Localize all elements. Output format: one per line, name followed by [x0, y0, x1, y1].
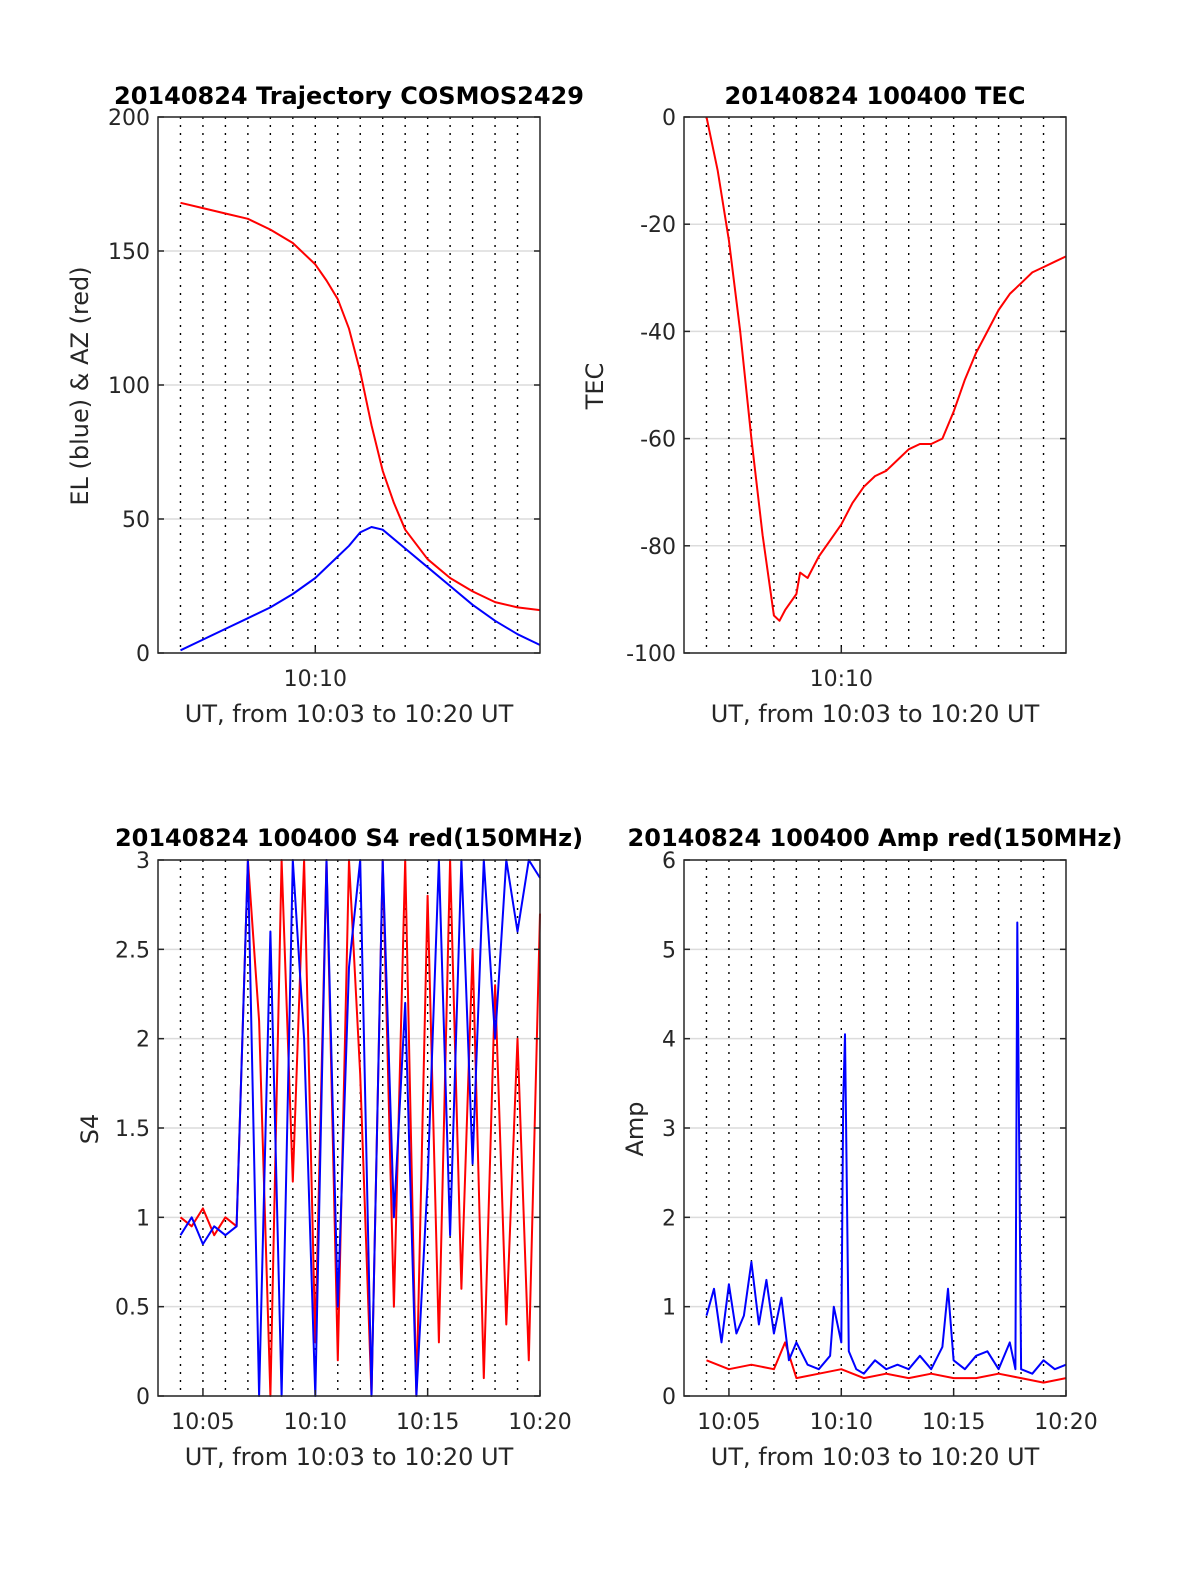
- amp-xtick-label: 10:10: [810, 1410, 873, 1435]
- s4-ytick-label: 0.5: [115, 1296, 150, 1321]
- tec-series-0-line: [705, 116, 1067, 622]
- amp-panel: 20140824 100400 Amp red(150MHz) Amp UT, …: [621, 824, 1122, 1471]
- tec-ytick-label: -100: [626, 642, 676, 667]
- s4-xtick-label: 10:10: [284, 1410, 347, 1435]
- s4-ytick-label: 1: [136, 1206, 150, 1231]
- amp-ylabel: Amp: [621, 1101, 649, 1156]
- amp-series-1-line: [705, 921, 1067, 1375]
- s4-xtick-label: 10:20: [508, 1410, 571, 1435]
- amp-xlabel: UT, from 10:03 to 10:20 UT: [711, 1443, 1040, 1471]
- trajectory-ylabel: EL (blue) & AZ (red): [66, 266, 94, 505]
- trajectory-ytick-label: 100: [108, 374, 150, 399]
- trajectory-ytick-label: 200: [108, 106, 150, 131]
- s4-ytick-label: 0: [136, 1385, 150, 1410]
- s4-xtick-label: 10:05: [171, 1410, 234, 1435]
- tec-axes-frame: [683, 116, 1067, 654]
- tec-ytick-label: -20: [640, 213, 676, 238]
- amp-ytick-label: 5: [662, 938, 676, 963]
- amp-xtick-label: 10:15: [922, 1410, 985, 1435]
- trajectory-xlabel: UT, from 10:03 to 10:20 UT: [185, 700, 514, 728]
- amp-ytick-label: 2: [662, 1206, 676, 1231]
- trajectory-panel: 20140824 Trajectory COSMOS2429 EL (blue)…: [66, 82, 584, 728]
- amp-title: 20140824 100400 Amp red(150MHz): [628, 824, 1123, 852]
- trajectory-title: 20140824 Trajectory COSMOS2429: [114, 82, 584, 110]
- trajectory-series-0-line: [180, 201, 541, 612]
- s4-ylabel: S4: [76, 1114, 104, 1145]
- amp-ytick-label: 1: [662, 1296, 676, 1321]
- s4-ytick-label: 3: [136, 849, 150, 874]
- trajectory-ytick-label: 0: [136, 642, 150, 667]
- s4-panel: 20140824 100400 S4 red(150MHz) S4 UT, fr…: [76, 824, 583, 1471]
- s4-xlabel: UT, from 10:03 to 10:20 UT: [185, 1443, 514, 1471]
- trajectory-ytick-label: 50: [122, 508, 150, 533]
- s4-ytick-label: 1.5: [115, 1117, 150, 1142]
- amp-xtick-label: 10:20: [1034, 1410, 1097, 1435]
- tec-ytick-label: -60: [640, 428, 676, 453]
- tec-ylabel: TEC: [581, 363, 609, 411]
- tec-xlabel: UT, from 10:03 to 10:20 UT: [711, 700, 1040, 728]
- tec-ytick-label: -80: [640, 535, 676, 560]
- tec-xtick-label: 10:10: [810, 667, 873, 692]
- amp-grid: [684, 859, 1066, 1397]
- trajectory-series-1-line: [180, 526, 541, 652]
- amp-xtick-label: 10:05: [697, 1410, 760, 1435]
- amp-ytick-label: 4: [662, 1028, 676, 1053]
- amp-ytick-label: 3: [662, 1117, 676, 1142]
- amp-ytick-label: 6: [662, 849, 676, 874]
- amp-ytick-label: 0: [662, 1385, 676, 1410]
- tec-ytick-label: 0: [662, 106, 676, 131]
- s4-ytick-label: 2.5: [115, 938, 150, 963]
- trajectory-ytick-label: 150: [108, 240, 150, 265]
- tec-ytick-label: -40: [640, 320, 676, 345]
- tec-title: 20140824 100400 TEC: [725, 82, 1026, 110]
- tec-panel: 20140824 100400 TEC TEC UT, from 10:03 t…: [581, 82, 1067, 728]
- amp-series-0-line: [706, 1341, 1067, 1384]
- s4-title: 20140824 100400 S4 red(150MHz): [115, 824, 583, 852]
- trajectory-xtick-label: 10:10: [284, 667, 347, 692]
- s4-xtick-label: 10:15: [396, 1410, 459, 1435]
- s4-ytick-label: 2: [136, 1028, 150, 1053]
